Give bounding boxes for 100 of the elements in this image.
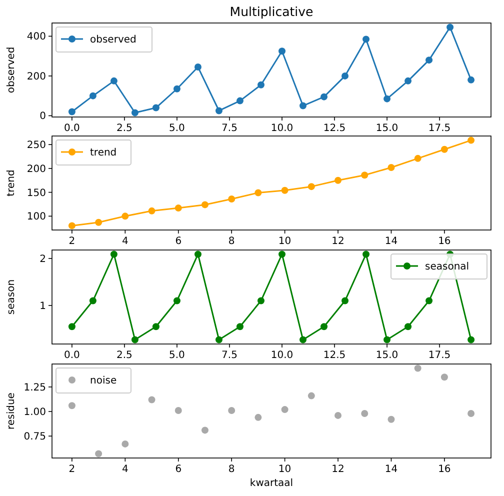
point bbox=[254, 414, 262, 421]
point bbox=[194, 250, 202, 258]
point bbox=[404, 77, 412, 84]
x-tick-label: 5.0 bbox=[169, 123, 185, 134]
x-tick-label: 12 bbox=[332, 236, 344, 247]
point bbox=[174, 204, 182, 212]
x-tick-label: 2.5 bbox=[116, 350, 132, 361]
point bbox=[110, 77, 118, 84]
y-tick-label: 150 bbox=[26, 188, 46, 199]
point bbox=[414, 364, 422, 372]
point bbox=[228, 407, 236, 414]
point bbox=[468, 410, 475, 417]
y-axis-title: residue bbox=[6, 392, 17, 430]
x-tick-label: 12.5 bbox=[323, 350, 346, 361]
point bbox=[361, 172, 368, 179]
y-axis-title: season bbox=[6, 279, 17, 315]
point bbox=[131, 109, 138, 116]
x-tick-label: 8 bbox=[228, 236, 235, 247]
point bbox=[414, 154, 422, 162]
point bbox=[122, 440, 129, 448]
point bbox=[281, 406, 288, 414]
y-tick-label: 1.25 bbox=[24, 382, 46, 394]
x-tick-label: 17.5 bbox=[428, 350, 451, 361]
x-tick-label: 10.0 bbox=[270, 123, 294, 134]
x-tick-label: 15.0 bbox=[376, 123, 398, 134]
point bbox=[468, 336, 475, 344]
y-tick-label: 1.00 bbox=[24, 407, 46, 418]
point bbox=[446, 24, 454, 31]
point bbox=[468, 76, 475, 84]
point bbox=[320, 93, 328, 100]
point bbox=[334, 412, 342, 419]
point bbox=[148, 207, 156, 214]
point bbox=[342, 72, 349, 80]
point bbox=[308, 392, 315, 400]
x-tick-label: 10 bbox=[278, 236, 292, 247]
point bbox=[201, 201, 208, 208]
point bbox=[404, 323, 412, 330]
point bbox=[95, 218, 102, 226]
point bbox=[68, 222, 76, 230]
point bbox=[384, 336, 391, 344]
x-tick-label: 5.0 bbox=[169, 350, 185, 361]
x-tick-label: 6 bbox=[175, 236, 182, 247]
x-tick-label: 7.5 bbox=[222, 123, 238, 134]
legend-label: noise bbox=[90, 376, 117, 386]
x-tick-label: 2 bbox=[68, 236, 76, 247]
point bbox=[173, 85, 180, 92]
x-tick-label: 10 bbox=[278, 464, 292, 475]
point bbox=[384, 95, 391, 102]
y-tick-label: 200 bbox=[26, 164, 46, 175]
point bbox=[236, 97, 244, 104]
point bbox=[362, 250, 370, 258]
y-tick-label: 0 bbox=[40, 111, 46, 122]
point bbox=[89, 92, 96, 100]
y-tick-label: 400 bbox=[26, 32, 46, 43]
point bbox=[388, 416, 395, 423]
point bbox=[361, 410, 368, 417]
point bbox=[320, 323, 328, 330]
point bbox=[362, 36, 370, 43]
point bbox=[300, 102, 307, 110]
point bbox=[281, 186, 288, 194]
point bbox=[426, 56, 433, 64]
y-tick-label: 200 bbox=[26, 71, 46, 82]
point bbox=[236, 323, 244, 330]
point bbox=[300, 336, 307, 344]
x-tick-label: 16 bbox=[438, 464, 451, 475]
point bbox=[258, 297, 264, 304]
point bbox=[68, 108, 76, 116]
x-tick-label: 12 bbox=[332, 464, 344, 475]
x-tick-label: 10.0 bbox=[270, 350, 294, 361]
point bbox=[308, 183, 315, 190]
point bbox=[254, 189, 262, 196]
x-tick-label: 6 bbox=[175, 464, 182, 475]
x-tick-label: 0.0 bbox=[64, 350, 80, 361]
x-tick-label: 4 bbox=[122, 236, 128, 247]
point bbox=[342, 297, 349, 304]
y-axis-title: trend bbox=[6, 170, 17, 196]
point bbox=[258, 81, 264, 88]
point bbox=[215, 107, 222, 114]
point bbox=[278, 48, 286, 55]
legend-label: trend bbox=[90, 148, 117, 158]
x-tick-label: 14 bbox=[384, 464, 398, 475]
point bbox=[215, 336, 222, 344]
x-tick-label: 14 bbox=[384, 236, 398, 247]
x-tick-label: 12.5 bbox=[323, 123, 346, 134]
point bbox=[68, 323, 76, 330]
x-tick-label: 8 bbox=[228, 464, 235, 475]
x-tick-label: 17.5 bbox=[428, 123, 451, 134]
point bbox=[131, 336, 138, 344]
x-tick-label: 2 bbox=[68, 464, 76, 475]
x-tick-label: 15.0 bbox=[376, 350, 398, 361]
x-tick-label: 4 bbox=[122, 464, 128, 475]
point bbox=[440, 146, 448, 153]
x-tick-label: 0.0 bbox=[64, 123, 80, 134]
point bbox=[426, 297, 433, 304]
point bbox=[95, 450, 102, 458]
legend-label: seasonal bbox=[425, 262, 470, 272]
point bbox=[468, 136, 475, 144]
x-axis-title: kwartaal bbox=[250, 478, 294, 489]
chart-title: Multiplicative bbox=[230, 4, 314, 19]
point bbox=[122, 212, 129, 220]
